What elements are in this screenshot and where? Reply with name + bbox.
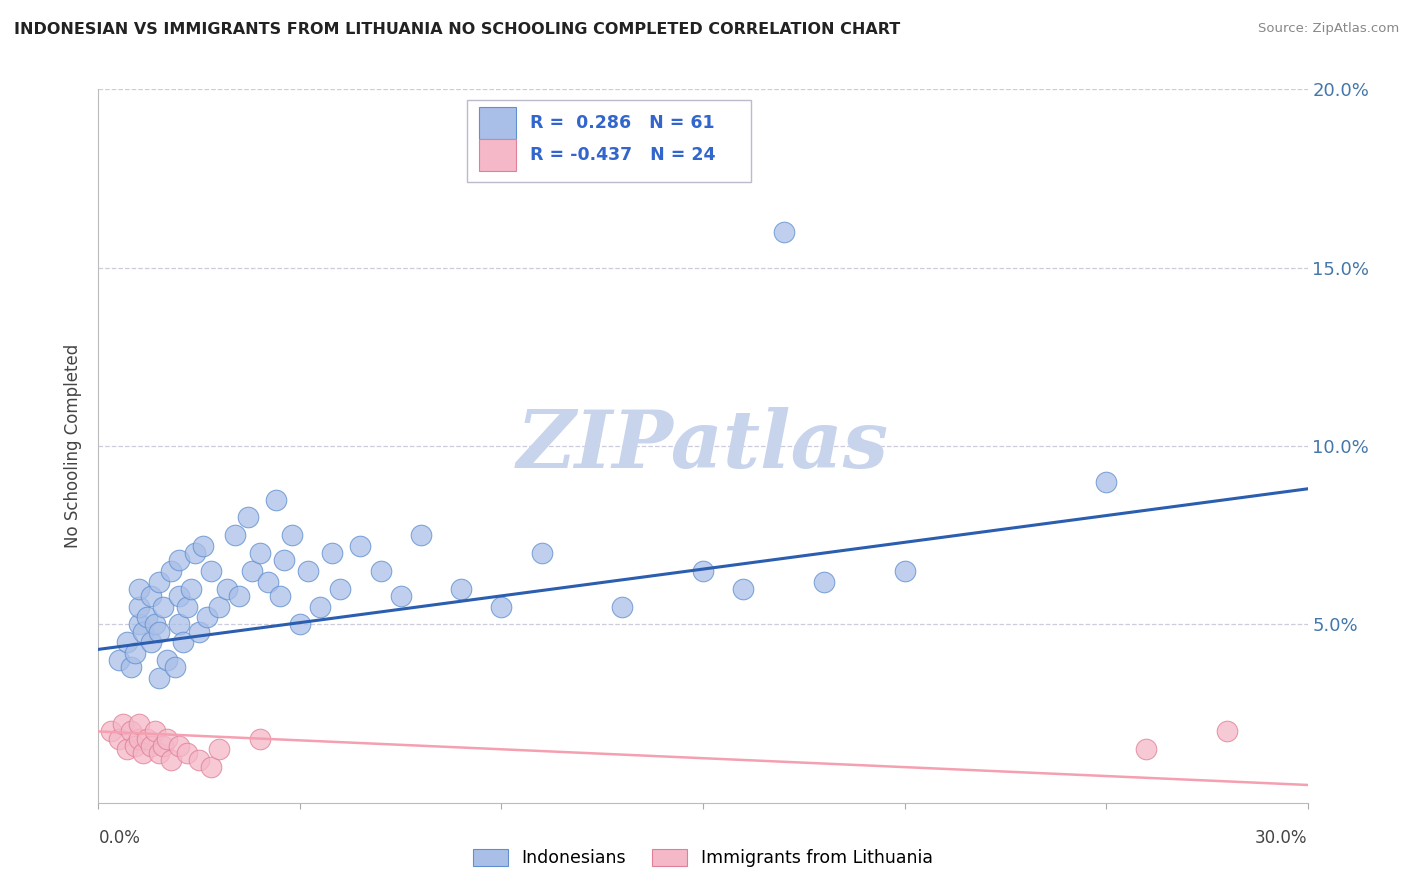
Point [100, 724, 122, 739]
Text: R =  0.286   N = 61: R = 0.286 N = 61 [530, 114, 714, 132]
Point [256, 574, 278, 589]
Point [1216, 724, 1239, 739]
Point [143, 617, 166, 632]
Point [143, 724, 166, 739]
Point [135, 610, 157, 624]
Point [148, 574, 170, 589]
Point [120, 724, 142, 739]
Bar [479, 107, 516, 139]
Point [115, 635, 138, 649]
Point [281, 528, 304, 542]
Point [200, 564, 222, 578]
Point [370, 564, 392, 578]
Text: R = -0.437   N = 24: R = -0.437 N = 24 [530, 146, 716, 164]
Point [176, 599, 198, 614]
Point [107, 731, 129, 746]
Point [124, 739, 146, 753]
Text: 30.0%: 30.0% [1256, 829, 1308, 847]
Point [772, 225, 794, 239]
Point [139, 635, 162, 649]
Point [692, 564, 714, 578]
Point [139, 589, 162, 603]
Point [167, 589, 190, 603]
Point [128, 617, 150, 632]
Point [240, 564, 263, 578]
Point [224, 528, 246, 542]
Point [139, 739, 162, 753]
Legend: Indonesians, Immigrants from Lithuania: Indonesians, Immigrants from Lithuania [467, 842, 939, 874]
Point [1095, 475, 1118, 489]
Point [188, 624, 211, 639]
Y-axis label: No Schooling Completed: No Schooling Completed [65, 344, 83, 548]
Bar [479, 139, 516, 171]
Point [167, 617, 190, 632]
Point [1135, 742, 1157, 756]
Point [321, 546, 343, 560]
Point [249, 731, 271, 746]
Point [148, 671, 170, 685]
Point [176, 746, 198, 760]
Point [132, 624, 155, 639]
Point [329, 582, 352, 596]
Point [167, 553, 190, 567]
Point [184, 546, 207, 560]
Point [111, 717, 134, 731]
Point [195, 610, 218, 624]
Point [389, 589, 412, 603]
Point [128, 599, 150, 614]
Point [450, 582, 472, 596]
Point [612, 599, 634, 614]
Point [228, 589, 250, 603]
Point [156, 653, 179, 667]
Text: INDONESIAN VS IMMIGRANTS FROM LITHUANIA NO SCHOOLING COMPLETED CORRELATION CHART: INDONESIAN VS IMMIGRANTS FROM LITHUANIA … [14, 22, 900, 37]
Point [530, 546, 553, 560]
Point [180, 582, 202, 596]
Point [120, 660, 142, 674]
Point [288, 617, 311, 632]
Point [893, 564, 915, 578]
Point [409, 528, 432, 542]
Point [160, 564, 183, 578]
Point [124, 646, 146, 660]
Point [167, 739, 190, 753]
Point [128, 582, 150, 596]
Point [733, 582, 755, 596]
Point [297, 564, 319, 578]
Point [249, 546, 271, 560]
Point [156, 731, 179, 746]
Point [236, 510, 259, 524]
Point [128, 731, 150, 746]
Point [273, 553, 295, 567]
Point [148, 746, 170, 760]
Point [269, 589, 291, 603]
Text: Source: ZipAtlas.com: Source: ZipAtlas.com [1258, 22, 1399, 36]
Point [115, 742, 138, 756]
Point [193, 539, 215, 553]
Point [188, 753, 211, 767]
Point [148, 624, 170, 639]
Point [309, 599, 332, 614]
Point [349, 539, 371, 553]
Point [152, 739, 174, 753]
Point [208, 599, 231, 614]
Point [200, 760, 222, 774]
Point [172, 635, 194, 649]
FancyBboxPatch shape [467, 100, 751, 182]
Point [208, 742, 231, 756]
Point [217, 582, 239, 596]
Point [160, 753, 183, 767]
Point [163, 660, 186, 674]
Text: ZIPatlas: ZIPatlas [517, 408, 889, 484]
Point [107, 653, 129, 667]
Point [491, 599, 513, 614]
Point [135, 731, 157, 746]
Text: 0.0%: 0.0% [98, 829, 141, 847]
Point [813, 574, 835, 589]
Point [132, 746, 155, 760]
Point [152, 599, 174, 614]
Point [264, 492, 287, 507]
Point [128, 717, 150, 731]
